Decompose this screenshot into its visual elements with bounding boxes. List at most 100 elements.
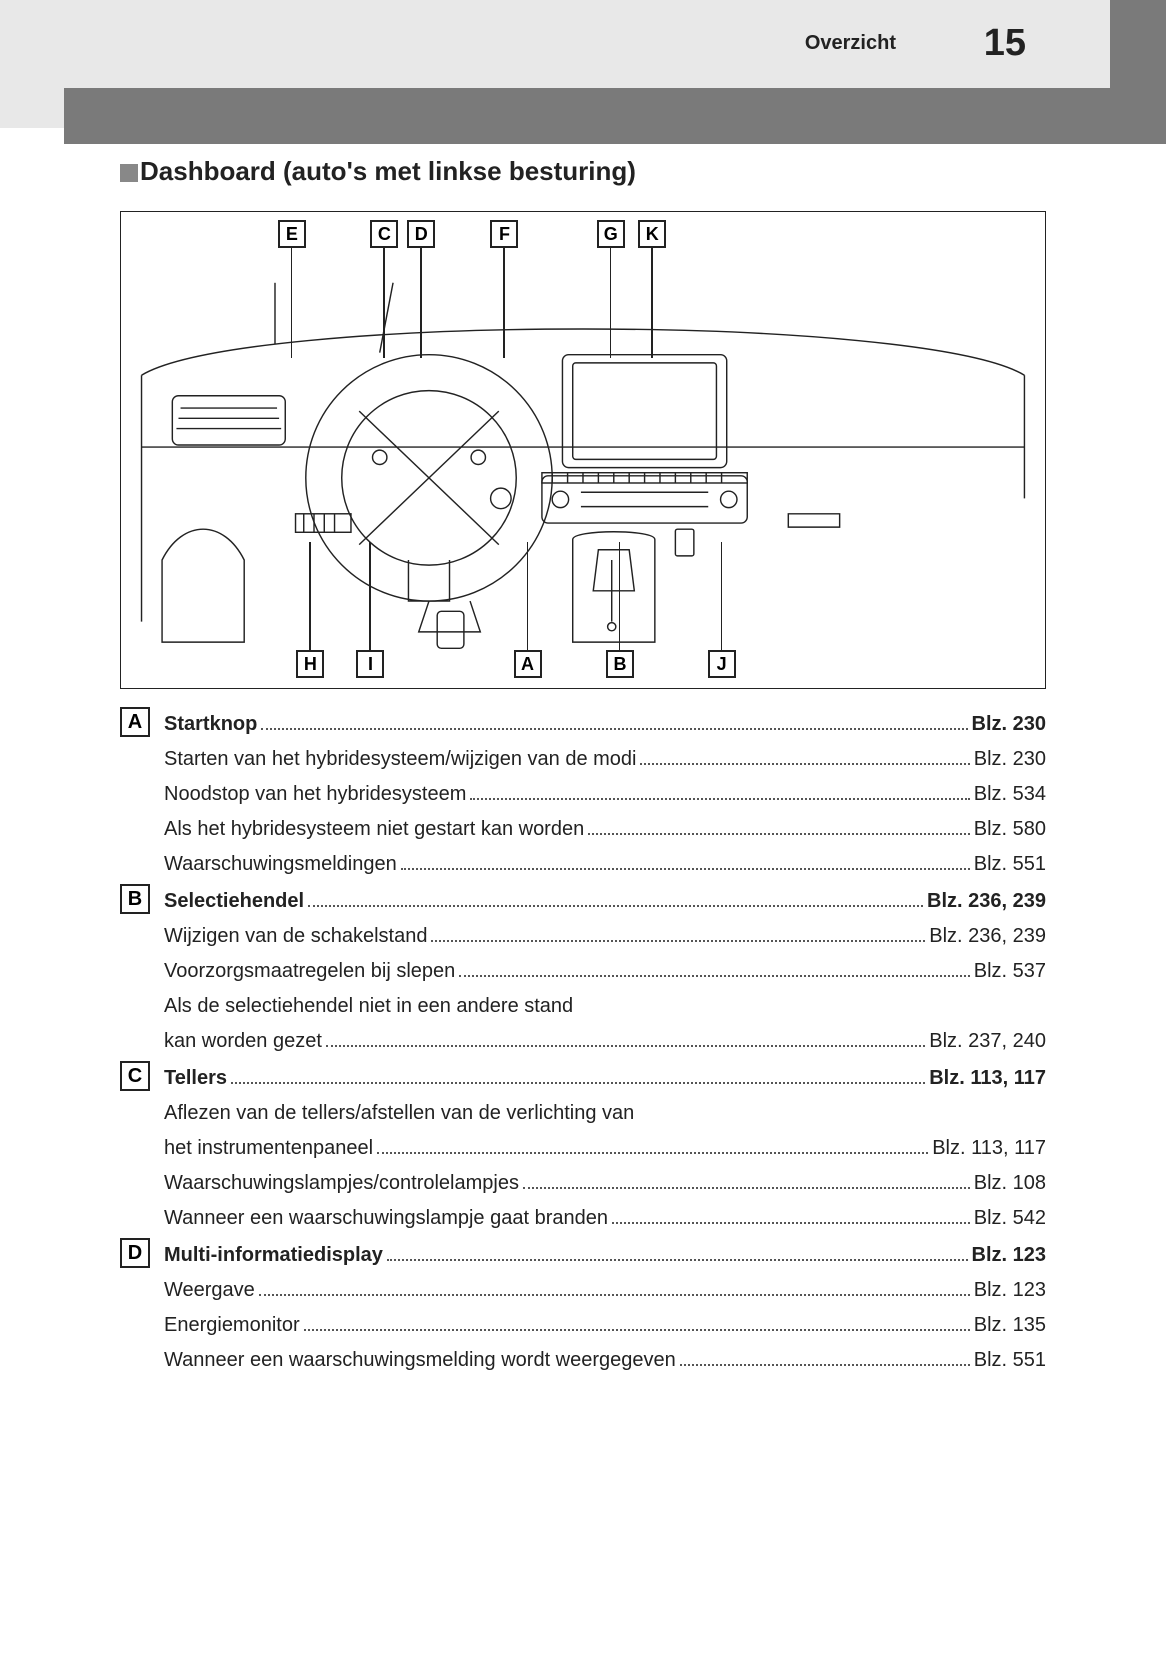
toc-page: Blz. 236, 239 <box>929 921 1046 952</box>
toc-marker-D: D <box>120 1238 150 1268</box>
callout-C: C <box>370 220 398 248</box>
callout-D: D <box>407 220 435 248</box>
toc-head-entry: Startknop Blz. 230 <box>164 707 1046 742</box>
toc-entry: Wanneer een waarschuwingsmelding wordt w… <box>164 1343 1046 1378</box>
toc-label: Waarschuwingsmeldingen <box>164 849 397 880</box>
toc-label: Multi-informatiedisplay <box>164 1240 383 1271</box>
toc-label: Energiemonitor <box>164 1310 300 1341</box>
toc-page: Blz. 236, 239 <box>927 886 1046 917</box>
toc-label: Tellers <box>164 1063 227 1094</box>
side-tab <box>1110 0 1166 88</box>
toc-label: Weergave <box>164 1275 255 1306</box>
leader-line <box>610 248 612 358</box>
leader-line <box>527 542 529 652</box>
leader-dots <box>680 1364 970 1366</box>
toc-page: Blz. 580 <box>974 814 1046 845</box>
toc-page: Blz. 108 <box>974 1168 1046 1199</box>
toc-entry: Noodstop van het hybridesysteem Blz. 534 <box>164 777 1046 812</box>
toc-label: Aflezen van de tellers/afstellen van de … <box>164 1098 634 1129</box>
leader-dots <box>304 1329 970 1331</box>
toc-page: Blz. 123 <box>972 1240 1046 1271</box>
leader-dots <box>377 1152 928 1154</box>
leader-dots <box>261 728 967 730</box>
toc-page: Blz. 551 <box>974 849 1046 880</box>
leader-line <box>309 542 311 652</box>
leader-line <box>383 248 385 358</box>
toc-label: Noodstop van het hybridesysteem <box>164 779 466 810</box>
toc-entry: Weergave Blz. 123 <box>164 1273 1046 1308</box>
leader-dots <box>459 975 969 977</box>
page-header: Overzicht 15 <box>0 0 1166 128</box>
toc-entry: Voorzorgsmaatregelen bij slepenBlz. 537 <box>164 954 1046 989</box>
toc-label: Wanneer een waarschuwingslampje gaat bra… <box>164 1203 608 1234</box>
dashboard-lineart-icon <box>121 252 1045 663</box>
toc-entries: Tellers Blz. 113, 117 Aflezen van de telle… <box>164 1061 1046 1236</box>
toc-entries: SelectiehendelBlz. 236, 239Wijzigen van … <box>164 884 1046 1059</box>
callout-K: K <box>638 220 666 248</box>
leader-dots <box>612 1222 970 1224</box>
leader-line <box>420 248 422 358</box>
toc-group: A Startknop Blz. 230 Starten van het hybrid… <box>120 707 1046 882</box>
page-number: 15 <box>984 22 1026 65</box>
callout-B: B <box>606 650 634 678</box>
leader-dots <box>640 763 969 765</box>
dashboard-diagram: E CD F GK <box>120 211 1046 689</box>
toc-entry: Als het hybridesysteem niet gestart kan … <box>164 812 1046 847</box>
section-title: Dashboard (auto's met linkse besturing) <box>120 156 1046 187</box>
header-band <box>64 88 1166 144</box>
leader-line <box>369 542 371 652</box>
callout-J: J <box>708 650 736 678</box>
leader-dots <box>523 1187 970 1189</box>
toc-entry: Wijzigen van de schakelstand Blz. 236, 23… <box>164 919 1046 954</box>
leader-line <box>619 542 621 652</box>
toc-entry: Waarschuwingsmeldingen Blz. 551 <box>164 847 1046 882</box>
toc-label: Als het hybridesysteem niet gestart kan … <box>164 814 584 845</box>
toc-page: Blz. 135 <box>974 1310 1046 1341</box>
toc-page: Blz. 113, 117 <box>932 1133 1046 1164</box>
leader-dots <box>387 1259 968 1261</box>
toc-entries: Multi-informatiedisplay Blz. 123 Weergave B… <box>164 1238 1046 1378</box>
leader-dots <box>431 940 925 942</box>
toc-head-entry: Multi-informatiedisplay Blz. 123 <box>164 1238 1046 1273</box>
leader-dots <box>470 798 969 800</box>
title-text: Dashboard (auto's met linkse besturing) <box>140 156 636 186</box>
toc-page: Blz. 113, 117 <box>929 1063 1046 1094</box>
toc-group: C Tellers Blz. 113, 117 Aflezen van de tell… <box>120 1061 1046 1236</box>
toc-entry-continuation: kan worden gezetBlz. 237, 240 <box>164 1024 1046 1059</box>
leader-dots <box>401 868 970 870</box>
leader-dots <box>308 905 923 907</box>
toc-group: B SelectiehendelBlz. 236, 239Wijzigen van… <box>120 884 1046 1059</box>
toc-entry: Waarschuwingslampjes/controlelampjes Blz.… <box>164 1166 1046 1201</box>
toc-page: Blz. 534 <box>974 779 1046 810</box>
toc-entry: Energiemonitor Blz. 135 <box>164 1308 1046 1343</box>
content-area: Dashboard (auto's met linkse besturing) … <box>0 128 1166 1378</box>
toc-group: DMulti-informatiedisplayBlz. 123Weergave… <box>120 1238 1046 1378</box>
table-of-contents: A Startknop Blz. 230 Starten van het hybrid… <box>120 707 1046 1378</box>
toc-marker-A: A <box>120 707 150 737</box>
header-section: Overzicht <box>805 32 896 55</box>
leader-dots <box>326 1045 925 1047</box>
toc-entry: Starten van het hybridesysteem/wijzigen … <box>164 742 1046 777</box>
toc-page: Blz. 123 <box>974 1275 1046 1306</box>
toc-entry: Als de selectiehendel niet in een andere… <box>164 989 1046 1024</box>
toc-label: het instrumentenpaneel <box>164 1133 373 1164</box>
toc-page: Blz. 537 <box>974 956 1046 987</box>
toc-marker-C: C <box>120 1061 150 1091</box>
leader-line <box>291 248 293 358</box>
callout-E: E <box>278 220 306 248</box>
toc-label: Starten van het hybridesysteem/wijzigen … <box>164 744 636 775</box>
callout-F: F <box>490 220 518 248</box>
toc-head-entry: SelectiehendelBlz. 236, 239 <box>164 884 1046 919</box>
callout-G: G <box>597 220 625 248</box>
toc-entry-continuation: het instrumentenpaneel Blz. 113, 117 <box>164 1131 1046 1166</box>
toc-marker-B: B <box>120 884 150 914</box>
toc-label: Startknop <box>164 709 257 740</box>
toc-entry: Aflezen van de tellers/afstellen van de … <box>164 1096 1046 1131</box>
toc-page: Blz. 230 <box>972 709 1046 740</box>
toc-label: Waarschuwingslampjes/controlelampjes <box>164 1168 519 1199</box>
toc-label: Wijzigen van de schakelstand <box>164 921 427 952</box>
toc-page: Blz. 230 <box>974 744 1046 775</box>
toc-page: Blz. 237, 240 <box>929 1026 1046 1057</box>
callout-I: I <box>356 650 384 678</box>
leader-line <box>503 248 505 358</box>
